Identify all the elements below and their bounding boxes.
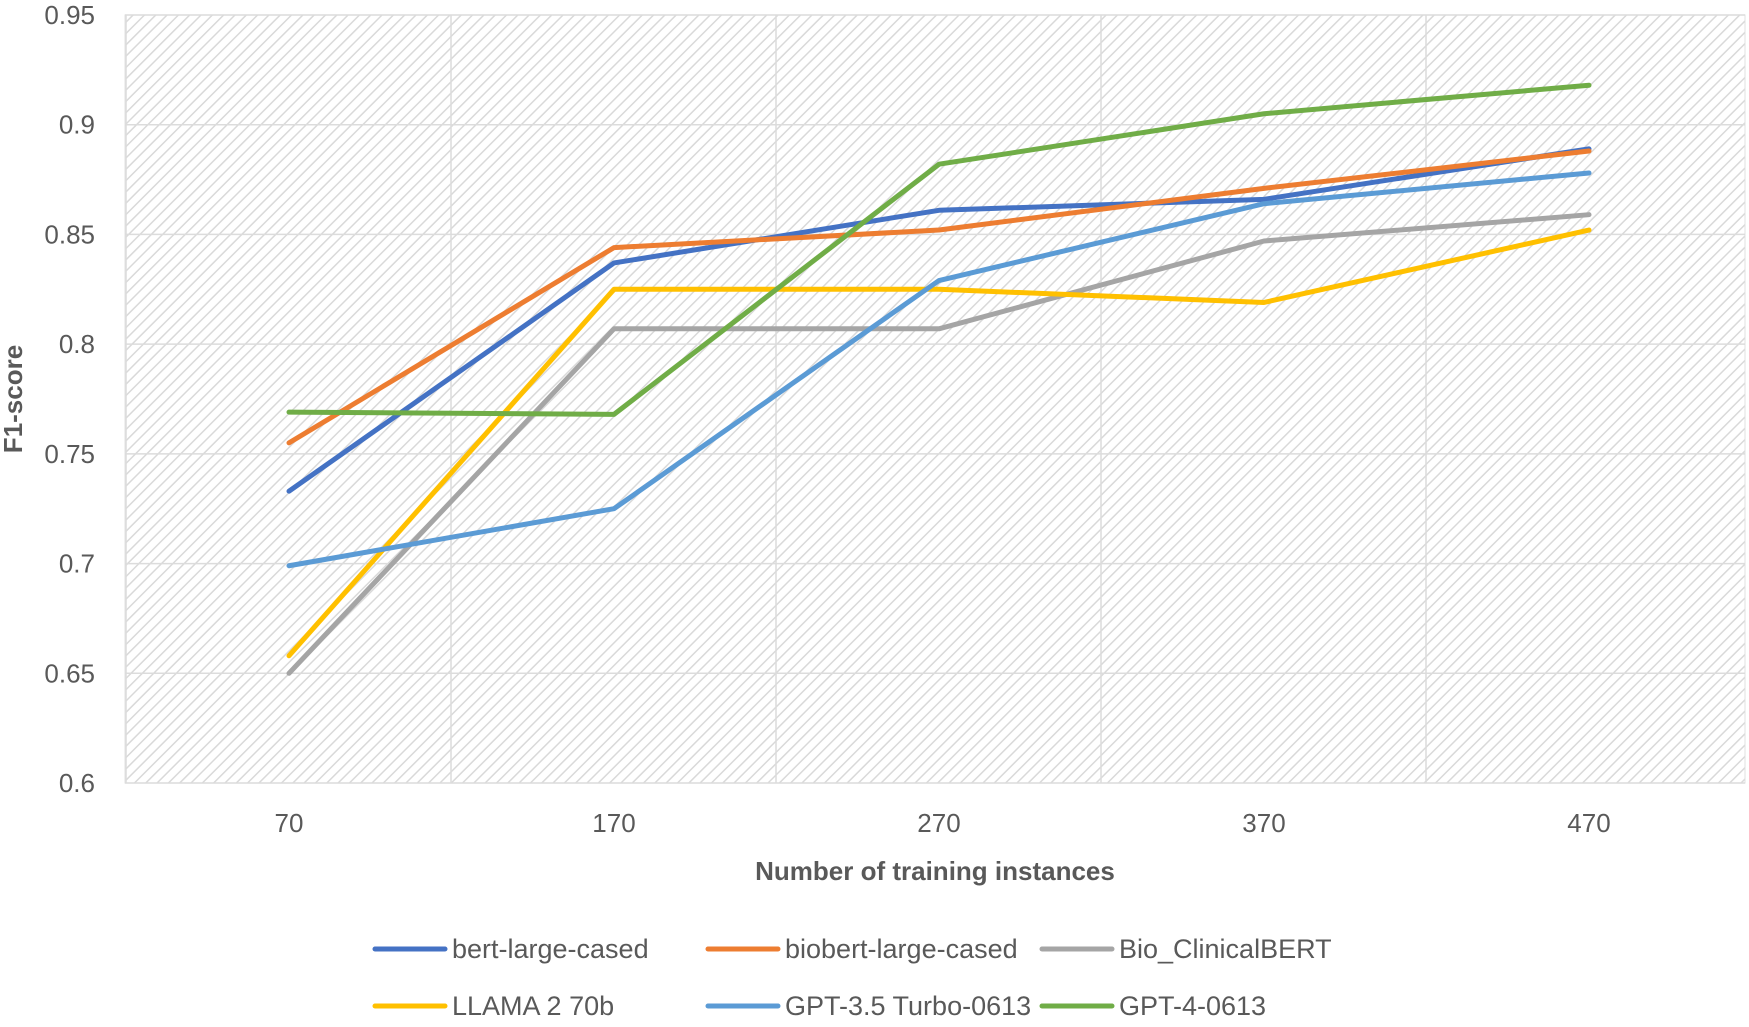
y-tick-label: 0.95 — [44, 0, 95, 30]
x-tick-label: 470 — [1567, 808, 1610, 838]
y-tick-label: 0.6 — [59, 768, 95, 798]
legend-label-bio-clinicalbert: Bio_ClinicalBERT — [1119, 934, 1332, 964]
x-tick-label: 370 — [1242, 808, 1285, 838]
plot-area — [124, 14, 1746, 784]
legend-label-gpt-3-5-turbo-0613: GPT-3.5 Turbo-0613 — [785, 991, 1031, 1021]
y-tick-label: 0.65 — [44, 658, 95, 688]
series-line-bio-clinicalbert — [286, 212, 1592, 676]
legend-label-bert-large-cased: bert-large-cased — [452, 934, 649, 964]
y-axis-title: F1-score — [0, 345, 28, 453]
y-tick-label: 0.85 — [44, 219, 95, 249]
x-tick-label: 170 — [592, 808, 635, 838]
legend-label-llama-2-70b: LLAMA 2 70b — [452, 991, 614, 1021]
y-tick-label: 0.8 — [59, 329, 95, 359]
x-axis-ticks: 70 170 270 370 470 — [275, 808, 1611, 838]
legend-label-biobert-large-cased: biobert-large-cased — [785, 934, 1018, 964]
legend: bert-large-cased biobert-large-cased Bio_C… — [372, 934, 1332, 1021]
series-line-gpt-3-5-turbo-0613 — [286, 170, 1592, 569]
series-line-biobert-large-cased — [286, 148, 1592, 446]
x-tick-label: 270 — [917, 808, 960, 838]
series-line-gpt-4-0613 — [286, 82, 1592, 417]
y-tick-label: 0.75 — [44, 439, 95, 469]
y-axis-ticks: 0.6 0.65 0.7 0.75 0.8 0.85 0.9 0.95 — [44, 0, 95, 798]
series-lines — [286, 82, 1592, 676]
x-tick-label: 70 — [275, 808, 304, 838]
y-tick-label: 0.9 — [59, 110, 95, 140]
y-tick-label: 0.7 — [59, 549, 95, 579]
x-axis-title: Number of training instances — [755, 856, 1115, 886]
series-line-bert-large-cased — [286, 146, 1592, 494]
legend-label-gpt-4-0613: GPT-4-0613 — [1119, 991, 1266, 1021]
